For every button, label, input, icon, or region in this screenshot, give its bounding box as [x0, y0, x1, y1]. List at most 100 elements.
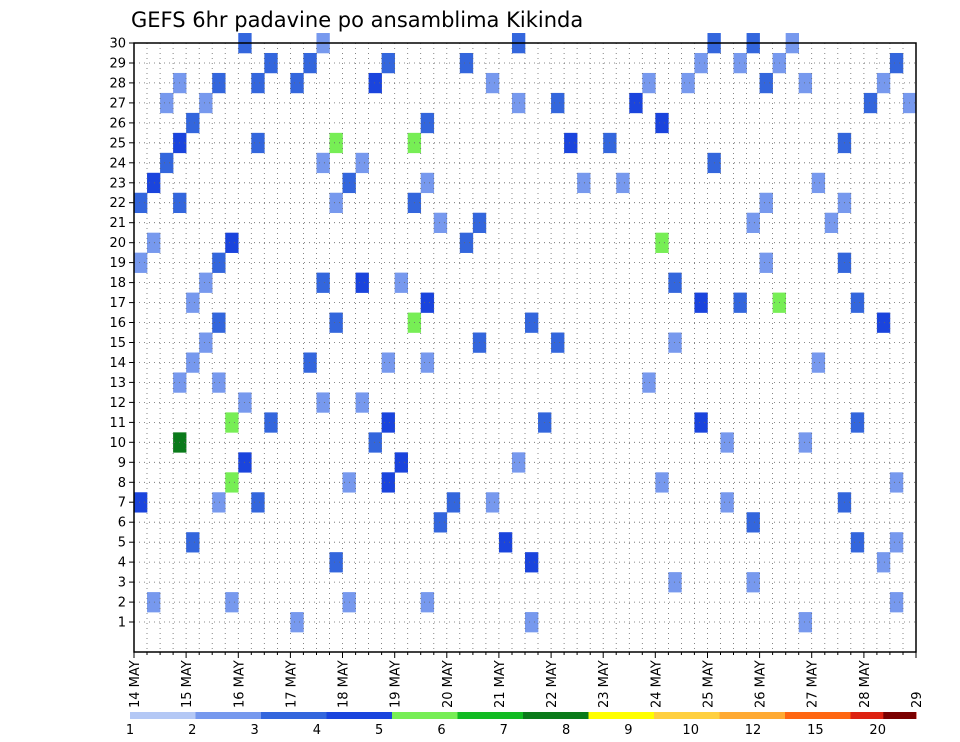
y-tick-label: 22 — [109, 196, 126, 211]
chart-title: GEFS 6hr padavine po ansamblima Kikinda — [131, 8, 583, 32]
heatmap-cell — [212, 372, 226, 393]
colorbar-segment — [654, 712, 720, 719]
heatmap-cells — [134, 33, 917, 633]
heatmap-cell — [433, 512, 448, 533]
colorbar-label: 9 — [624, 723, 632, 738]
heatmap-cell — [420, 292, 435, 313]
colorbar-label: 6 — [437, 723, 445, 738]
heatmap-cell — [160, 152, 174, 174]
heatmap-cell — [316, 392, 330, 413]
heatmap-cell — [459, 52, 474, 74]
y-tick-label: 26 — [109, 116, 126, 131]
heatmap-cell — [433, 212, 448, 233]
heatmap-cell — [798, 72, 813, 94]
heatmap-cell — [759, 72, 773, 94]
y-tick-label: 1 — [118, 616, 126, 631]
heatmap-cell — [225, 232, 239, 253]
heatmap-cell — [564, 132, 578, 154]
heatmap-cell — [850, 412, 865, 433]
y-tick-label: 29 — [109, 57, 126, 72]
heatmap-cell — [551, 332, 565, 353]
heatmap-cell — [746, 512, 760, 533]
y-tick-label: 19 — [109, 256, 126, 271]
heatmap-cell — [720, 492, 734, 513]
heatmap-cell — [850, 532, 865, 553]
x-tick-label: 25 MAY — [702, 660, 717, 708]
heatmap-cell — [746, 572, 760, 593]
heatmap-cell — [668, 332, 682, 353]
y-tick-label: 3 — [118, 576, 126, 591]
y-tick-label: 13 — [109, 376, 126, 391]
heatmap-cell — [863, 92, 878, 114]
x-tick-label: 17 MAY — [284, 660, 299, 708]
colorbar-label: 3 — [250, 723, 258, 738]
heatmap-cell — [420, 172, 435, 194]
heatmap-cell — [160, 92, 174, 114]
y-tick-label: 14 — [109, 356, 126, 371]
heatmap-cell — [420, 592, 435, 613]
heatmap-cell — [525, 312, 539, 333]
heatmap-cell — [199, 332, 213, 353]
heatmap-cell — [303, 352, 317, 373]
heatmap-cell — [199, 272, 213, 293]
heatmap-cell — [694, 292, 708, 313]
heatmap-cell — [629, 92, 643, 114]
heatmap-cell — [850, 292, 865, 313]
heatmap-cell — [889, 532, 904, 553]
heatmap-cell — [459, 232, 474, 253]
heatmap-cell — [681, 72, 695, 94]
heatmap-cell — [186, 532, 200, 553]
heatmap-cell — [798, 432, 813, 453]
colorbar-segment — [392, 712, 458, 719]
heatmap-cell — [264, 412, 278, 433]
heatmap-cell — [876, 312, 891, 333]
heatmap-cell — [290, 612, 304, 633]
y-tick-label: 5 — [118, 536, 126, 551]
x-tick-label: 29 — [910, 691, 925, 708]
y-tick-label: 28 — [109, 76, 126, 91]
heatmap-cell — [134, 252, 148, 273]
heatmap-cell — [212, 252, 226, 273]
heatmap-cell — [551, 92, 565, 114]
heatmap-cell — [759, 252, 773, 273]
heatmap-cell — [134, 192, 148, 214]
heatmap-cell — [525, 552, 539, 573]
y-tick-label: 11 — [109, 416, 126, 431]
colorbar-segment — [588, 712, 655, 719]
y-tick-label: 27 — [109, 96, 126, 111]
heatmap-cell — [147, 172, 161, 194]
heatmap-cell — [446, 492, 461, 513]
heatmap-cell — [251, 72, 265, 94]
heatmap-cell — [368, 432, 382, 453]
heatmap-cell — [251, 492, 265, 513]
heatmap-cell — [368, 72, 382, 94]
heatmap-cell — [498, 532, 513, 553]
heatmap-cell — [212, 72, 226, 94]
heatmap-cell — [511, 92, 526, 114]
colorbar-segment — [523, 712, 589, 719]
heatmap-cell — [655, 472, 669, 493]
heatmap-cell — [225, 592, 239, 613]
x-tick-label: 14 MAY — [128, 660, 143, 708]
colorbar-label: 8 — [562, 723, 570, 738]
heatmap-cell — [303, 52, 317, 74]
colorbar-label: 4 — [313, 723, 321, 738]
heatmap-cell — [668, 572, 682, 593]
x-tick-label: 24 MAY — [649, 660, 664, 708]
y-tick-label: 8 — [118, 476, 126, 491]
heatmap-cell — [889, 52, 904, 74]
heatmap-cell — [134, 492, 148, 513]
colorbar-segment — [719, 712, 786, 719]
heatmap-cell — [759, 192, 773, 214]
heatmap-cell — [889, 592, 904, 613]
colorbar-segment — [883, 712, 917, 719]
x-tick-label: 19 MAY — [389, 660, 404, 708]
heatmap-cell — [694, 52, 708, 74]
x-tick-label: 15 MAY — [180, 660, 195, 708]
y-tick-label: 2 — [118, 596, 126, 611]
x-tick-label: 16 MAY — [232, 660, 247, 708]
heatmap-cell — [186, 112, 200, 134]
heatmap-cell — [355, 152, 369, 174]
heatmap-cell — [616, 172, 630, 194]
